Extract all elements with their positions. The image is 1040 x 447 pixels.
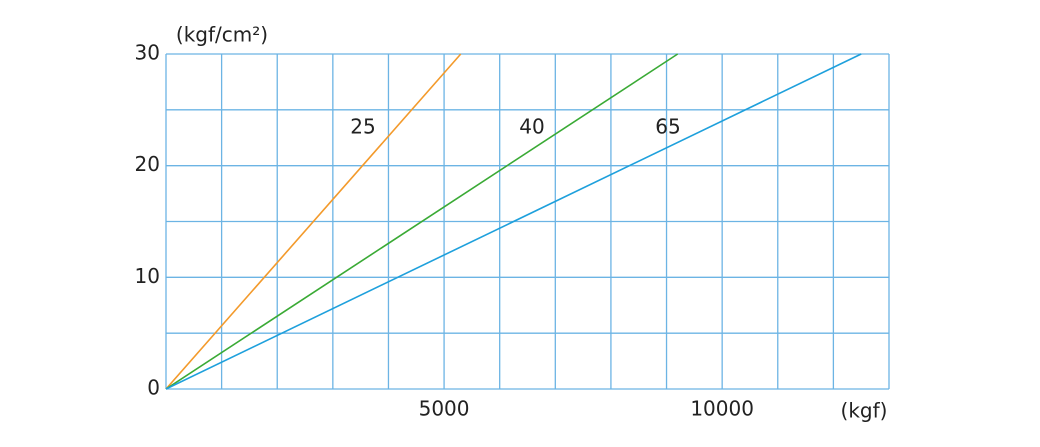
series-label: 25 — [350, 115, 375, 139]
y-tick-label: 0 — [147, 376, 160, 400]
series-line — [165, 53, 462, 390]
series-label: 40 — [519, 115, 544, 139]
y-tick-label: 10 — [135, 264, 160, 288]
y-axis-label: (kgf/cm²) — [176, 23, 268, 47]
x-tick-label: 5000 — [419, 397, 470, 421]
y-tick-label: 20 — [135, 152, 160, 176]
series-label: 65 — [655, 115, 680, 139]
series-line — [165, 53, 862, 390]
x-axis-label: (kgf) — [841, 399, 888, 423]
y-tick-label: 30 — [135, 41, 160, 65]
series-line — [165, 53, 679, 390]
x-tick-label: 10000 — [690, 397, 754, 421]
